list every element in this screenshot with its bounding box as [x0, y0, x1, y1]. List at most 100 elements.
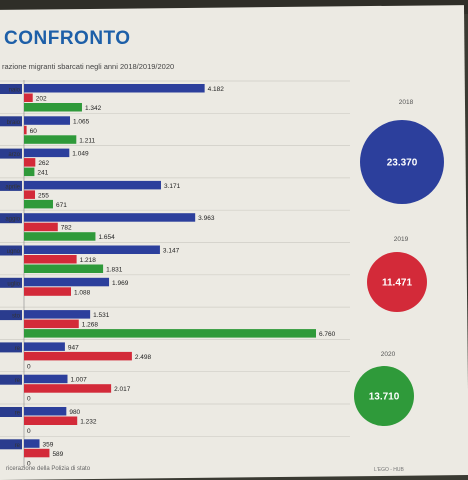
bar-2019 [24, 255, 77, 264]
total-value: 23.370 [387, 158, 418, 169]
bar-value-label: 1.049 [72, 151, 89, 158]
bar-value-label: 1.088 [74, 289, 91, 296]
bar-value-label: 202 [36, 96, 47, 103]
row-label-box [0, 277, 22, 288]
bar-value-label: 0 [27, 363, 31, 370]
bar-value-label: 1.969 [112, 280, 129, 287]
bar-2019 [24, 190, 36, 199]
chart-title: CONFRONTO [4, 28, 131, 49]
bar-value-label: 589 [52, 451, 63, 458]
bar-value-label: 0 [27, 460, 31, 467]
bar-value-label: 1.218 [80, 257, 97, 264]
row-label: re [15, 346, 21, 352]
row-label: re [15, 411, 21, 417]
bar-value-label: 1.531 [93, 312, 110, 319]
row-label: sto [12, 314, 21, 320]
bar-2018 [24, 245, 160, 254]
bar-value-label: 782 [61, 225, 72, 232]
bar-2020 [24, 103, 82, 112]
bar-value-label: 3.963 [198, 215, 215, 222]
total-value: 13.710 [369, 392, 400, 403]
row-label: aprile [5, 184, 20, 190]
row-label: braio [7, 120, 21, 126]
bar-2019 [24, 125, 27, 135]
row-label: aggio [5, 217, 20, 223]
bar-value-label: 3.147 [163, 248, 180, 255]
bar-2020 [24, 329, 316, 338]
bar-2019 [24, 287, 71, 296]
bar-2020 [24, 199, 53, 209]
row-label-box [0, 180, 22, 191]
bar-value-label: 3.171 [164, 183, 181, 190]
bar-value-label: 671 [56, 202, 67, 209]
bar-2019 [24, 93, 33, 102]
bar-2018 [24, 116, 71, 125]
total-year-label: 2019 [394, 236, 409, 243]
bar-2019 [24, 158, 36, 167]
bar-2019 [24, 222, 58, 232]
bar-value-label: 4.182 [208, 86, 225, 93]
bar-value-label: 2.498 [135, 354, 152, 361]
bar-value-label: 1.342 [85, 105, 102, 112]
bar-value-label: 60 [30, 128, 38, 135]
bar-2018 [24, 148, 70, 158]
bar-2018 [24, 342, 65, 351]
bar-value-label: 1.654 [98, 234, 115, 241]
total-year-label: 2018 [399, 99, 414, 106]
row-label-box [0, 148, 22, 159]
bar-value-label: 241 [37, 170, 48, 177]
row-label-box [0, 310, 22, 321]
bar-value-label: 255 [38, 192, 49, 199]
bar-value-label: 1.065 [73, 118, 90, 125]
bar-2019 [24, 351, 132, 361]
bar-2020 [24, 264, 104, 273]
row-label-box [0, 439, 22, 450]
bar-2018 [24, 310, 91, 319]
source-note: ricerazione della Polizia di stato [6, 466, 91, 472]
total-circle-2018 [360, 120, 444, 204]
bar-2019 [24, 384, 112, 393]
row-label-box [0, 116, 22, 127]
bar-2020 [24, 167, 35, 177]
bar-value-label: 6.760 [319, 331, 336, 338]
bar-2018 [24, 84, 205, 93]
bar-value-label: 1.831 [106, 267, 123, 274]
row-label: re [15, 378, 21, 384]
row-label: re [15, 443, 21, 449]
bar-2020 [24, 135, 77, 144]
bar-value-label: 0 [27, 428, 31, 435]
row-label-box [0, 84, 22, 94]
row-label: naio [9, 88, 21, 94]
row-label-box [0, 407, 22, 417]
bar-value-label: 262 [38, 160, 49, 167]
bar-value-label: 1.007 [70, 377, 87, 384]
total-value: 11.471 [382, 278, 412, 289]
row-label-box [0, 374, 22, 385]
bar-2018 [24, 374, 68, 384]
bar-value-label: 1.211 [79, 137, 95, 144]
bar-value-label: 1.232 [80, 419, 97, 426]
bar-value-label: 980 [69, 409, 80, 416]
bar-value-label: 947 [68, 344, 79, 351]
bar-value-label: 0 [27, 396, 31, 403]
bar-2020 [24, 232, 96, 241]
bar-2018 [24, 439, 40, 448]
row-label-box [0, 245, 22, 256]
bar-value-label: 1.268 [82, 322, 99, 329]
total-circle-2019 [367, 252, 427, 312]
row-label: ugno [7, 249, 21, 255]
row-label-box [0, 342, 22, 353]
bar-2018 [24, 407, 67, 416]
bar-2019 [24, 448, 50, 458]
row-label: arzo [8, 152, 20, 158]
bar-value-label: 359 [43, 441, 54, 448]
total-circle-2020 [354, 366, 414, 426]
row-label-box [0, 213, 22, 224]
row-label: uglio [7, 281, 20, 287]
credit-note: L'EGO - HUB [374, 467, 404, 473]
bar-value-label: 2.017 [114, 386, 131, 393]
bar-2018 [24, 277, 110, 287]
bar-2019 [24, 319, 79, 329]
